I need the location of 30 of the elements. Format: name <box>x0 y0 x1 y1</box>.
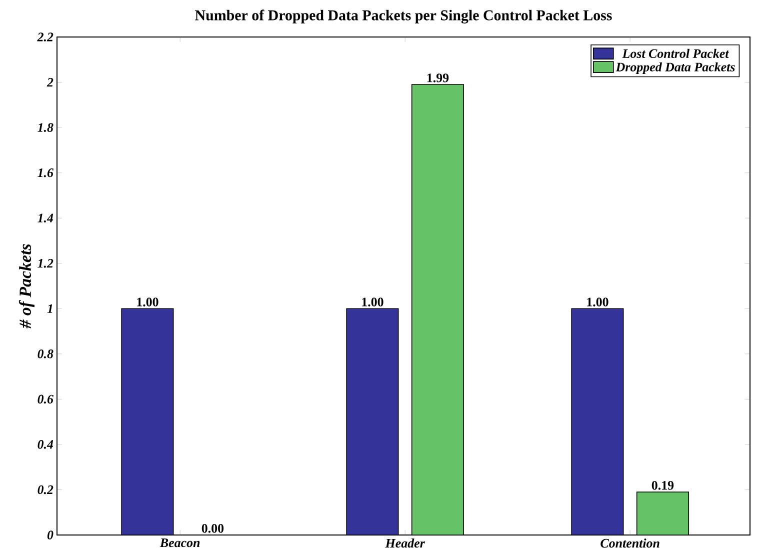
y-tick-label: 2 <box>46 78 54 87</box>
x-tick-label: Contention <box>600 538 660 548</box>
y-tick-label: 1.8 <box>38 123 54 132</box>
data-label: 0.19 <box>652 481 674 490</box>
legend-label: Dropped Data Packets <box>616 62 735 74</box>
data-label: 1.00 <box>587 298 608 306</box>
data-label: 0.00 <box>202 524 224 533</box>
data-label: 1.00 <box>362 298 384 306</box>
y-tick-label: 0.2 <box>38 485 54 494</box>
chart-title: Number of Dropped Data Packets per Single Control Packet Loss <box>195 10 612 24</box>
y-tick-label: 1.6 <box>38 168 54 178</box>
bar <box>346 308 399 535</box>
bar <box>571 308 624 535</box>
y-tick-label: 0.6 <box>38 394 54 404</box>
y-tick-label: 0.4 <box>38 440 54 449</box>
y-tick-label: 2.2 <box>37 32 54 42</box>
bar <box>121 308 174 535</box>
y-tick-label: 1 <box>47 304 52 313</box>
y-tick-label: 1.2 <box>38 258 54 268</box>
bar <box>636 492 689 535</box>
y-tick-label: 0 <box>47 530 54 540</box>
x-tick-label: Beacon <box>160 538 200 548</box>
data-label: 1.00 <box>137 298 158 306</box>
legend-label: Lost Control Packet <box>622 48 730 58</box>
y-tick-label: 1.4 <box>38 214 54 222</box>
data-label: 1.99 <box>427 74 449 82</box>
y-axis-title: # of Packets <box>18 244 34 328</box>
bar <box>411 84 464 535</box>
y-tick-label: 0.8 <box>38 350 54 358</box>
x-tick-label: Header <box>385 538 425 548</box>
